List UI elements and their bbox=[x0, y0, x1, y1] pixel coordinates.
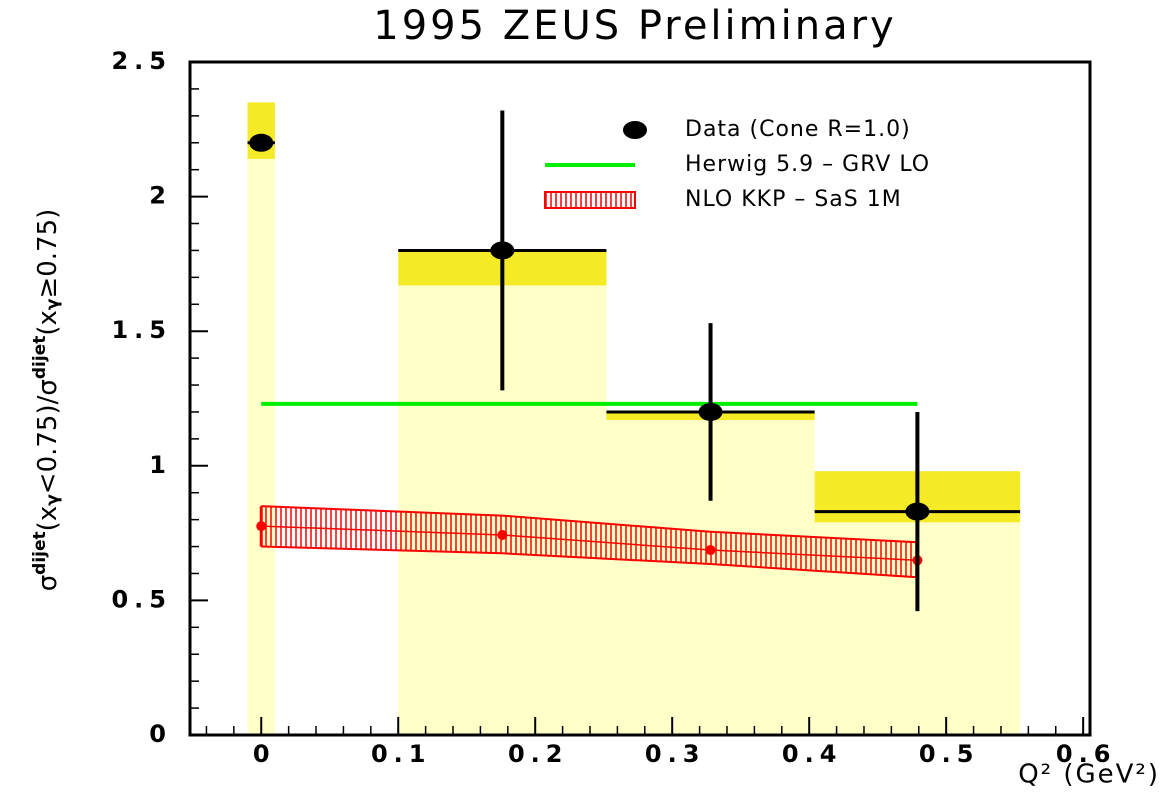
nlo-point bbox=[705, 545, 716, 556]
syst-fill bbox=[247, 158, 275, 736]
nlo-point bbox=[497, 529, 508, 540]
x-tick-label: 0.4 bbox=[782, 740, 843, 768]
plot-frame bbox=[188, 60, 1092, 737]
legend-marker bbox=[544, 191, 636, 209]
y-label-superscript: dijet bbox=[30, 531, 50, 574]
y-tick-label: 2.5 bbox=[111, 47, 172, 75]
chart-title: 1995 ZEUS Preliminary bbox=[373, 3, 896, 49]
legend-marker bbox=[623, 121, 647, 139]
y-label-subscript: γ bbox=[43, 298, 63, 310]
y-axis-label: σdijet(xγ<0.75)/σdijet(xγ≥0.75) bbox=[30, 209, 63, 592]
y-label-part: σ bbox=[33, 575, 63, 591]
y-label-superscript: dijet bbox=[30, 336, 50, 379]
x-tick-label: 0 bbox=[253, 740, 276, 768]
data-point bbox=[905, 502, 930, 521]
x-tick-label: 0.1 bbox=[371, 740, 432, 768]
nlo-point bbox=[256, 521, 267, 532]
data-point bbox=[698, 402, 723, 421]
legend-label: NLO KKP – SaS 1M bbox=[685, 187, 902, 212]
y-tick-label: 1.5 bbox=[111, 316, 172, 344]
y-tick-label: 1 bbox=[149, 451, 172, 479]
nlo-central bbox=[261, 525, 918, 562]
x-axis-label: Q² (GeV²) bbox=[1018, 760, 1160, 790]
y-label-part: (x bbox=[33, 310, 63, 336]
x-tick-label: 0.3 bbox=[645, 740, 706, 768]
data-point bbox=[490, 241, 515, 260]
legend-label: Data (Cone R=1.0) bbox=[685, 117, 911, 142]
x-tick-label: 0.2 bbox=[508, 740, 569, 768]
y-label-subscript: γ bbox=[43, 494, 63, 506]
nlo-band-lower bbox=[261, 545, 918, 579]
y-tick-label: 0.5 bbox=[111, 585, 172, 613]
y-label-part: <0.75)/σ bbox=[33, 379, 63, 494]
y-tick-label: 2 bbox=[149, 182, 172, 210]
y-label-part: ≥0.75) bbox=[33, 209, 63, 299]
x-tick-label: 0.5 bbox=[919, 740, 980, 768]
nlo-band-upper bbox=[261, 505, 918, 544]
x-tick-label: 0.6 bbox=[1056, 740, 1117, 768]
y-tick-label: 0 bbox=[149, 720, 172, 748]
data-point bbox=[249, 133, 274, 152]
legend-label: Herwig 5.9 – GRV LO bbox=[685, 152, 930, 177]
y-label-part: (x bbox=[33, 506, 63, 532]
